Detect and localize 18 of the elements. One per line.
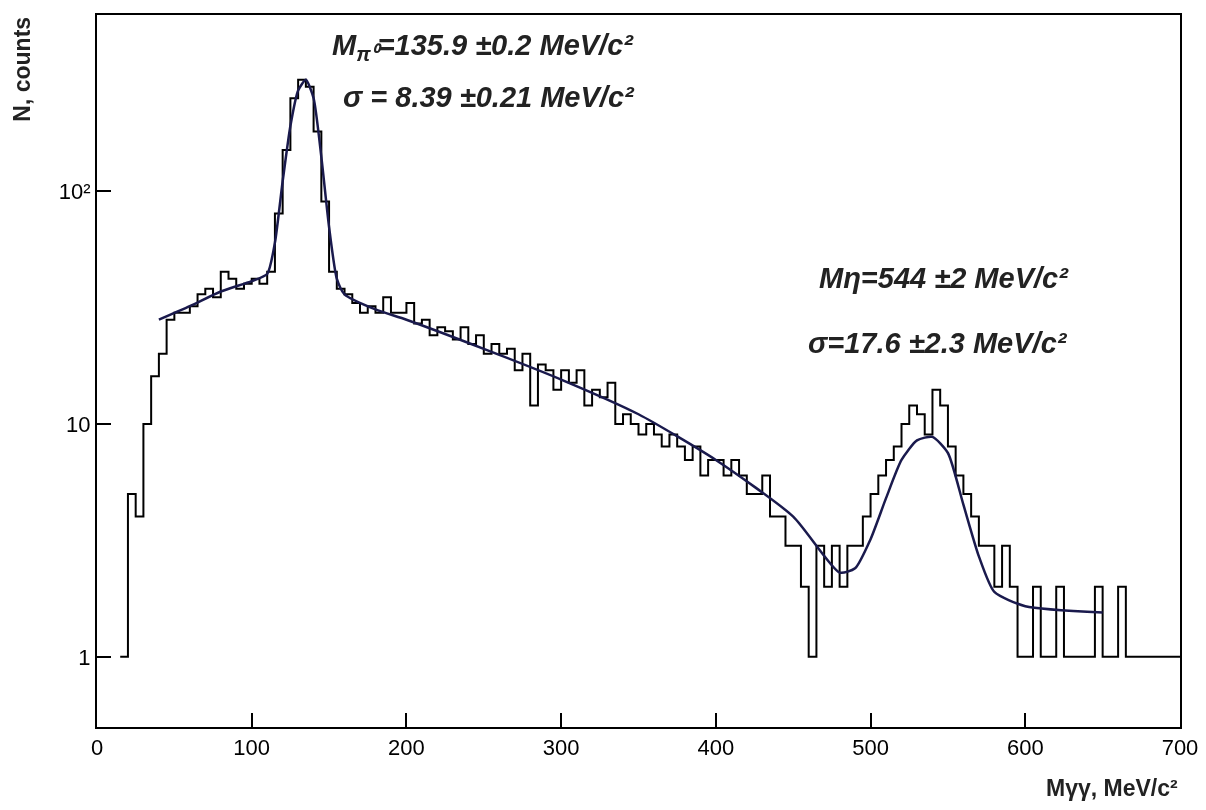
x-tick-label: 400 — [697, 735, 735, 761]
annotation: σ=17.6 ±2.3 MeV/c² — [808, 327, 1068, 359]
x-tick-label: 500 — [852, 735, 889, 761]
y-tick-label: 10² — [58, 178, 91, 204]
y-tick-label: 10 — [66, 411, 91, 437]
x-tick-label: 200 — [388, 735, 425, 761]
annotation: Mη=544 ±2 MeV/c² — [819, 262, 1070, 294]
x-tick-label: 600 — [1006, 735, 1044, 761]
x-tick-label: 100 — [233, 735, 271, 761]
line-series — [157, 78, 1104, 614]
annotation: M$_{π⁰}$=135.9 ±0.2 MeV/c² — [332, 29, 635, 66]
y-tick-label: 1 — [78, 644, 91, 670]
annotation: σ = 8.39 ±0.21 MeV/c² — [343, 81, 636, 113]
x-axis-title: Mγγ, MeV/c² — [1046, 775, 1178, 801]
x-tick-label: 0 — [90, 735, 104, 761]
x-tick-label: 700 — [1161, 735, 1199, 761]
y-axis-title: N, counts — [8, 16, 35, 122]
x-tick-label: 300 — [542, 735, 580, 761]
